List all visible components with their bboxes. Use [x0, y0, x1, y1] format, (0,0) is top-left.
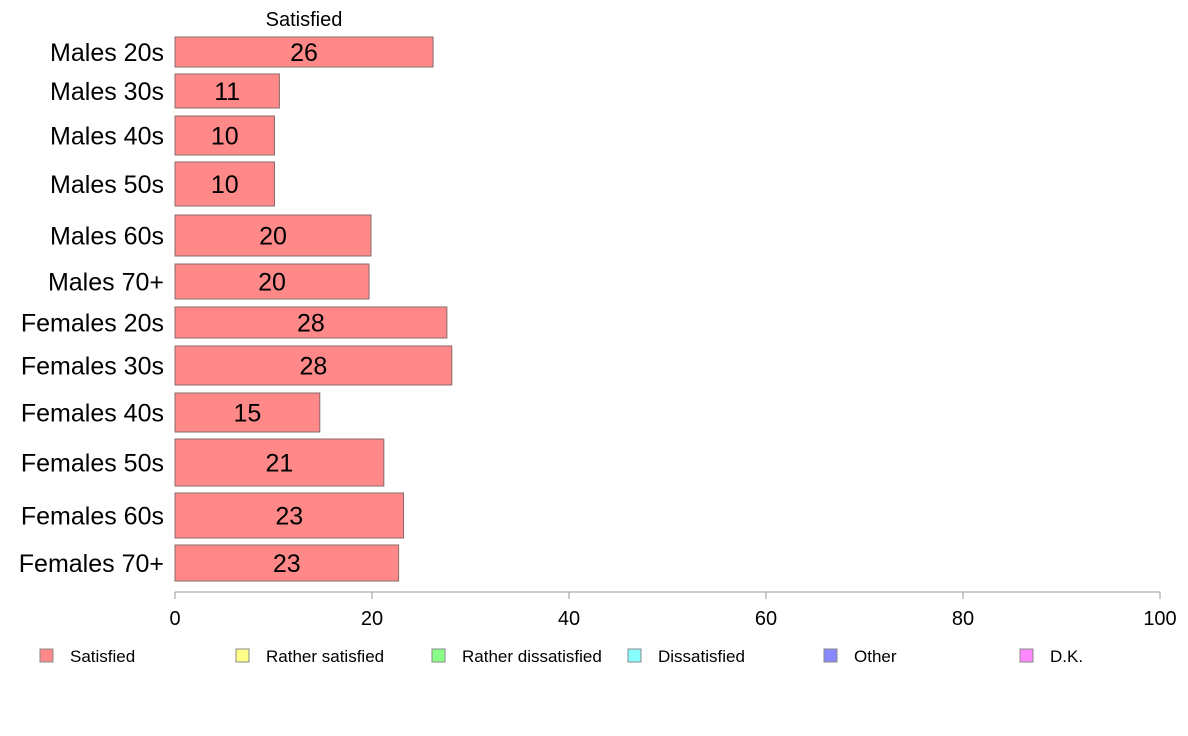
category-label: Females 50s	[21, 450, 164, 478]
legend-swatch	[627, 648, 642, 663]
category-label: Females 70+	[19, 550, 164, 578]
category-label: Females 40s	[21, 400, 164, 428]
x-axis: 0 20 40 60 80 100	[169, 591, 1177, 630]
bar	[174, 115, 275, 156]
legend-swatch	[39, 648, 54, 663]
bar-value-label: 28	[299, 353, 327, 381]
bar-value-label: 23	[275, 503, 303, 531]
x-tick-label: 40	[558, 608, 580, 630]
x-tick-label: 60	[755, 608, 777, 630]
bar	[174, 544, 400, 582]
legend-swatch	[431, 648, 446, 663]
category-label: Males 20s	[50, 39, 164, 67]
legend-swatch	[823, 648, 838, 663]
category-label: Females 30s	[21, 353, 164, 381]
x-tick-label: 20	[361, 608, 383, 630]
category-label: Males 50s	[50, 171, 164, 199]
legend-label: Other	[854, 647, 897, 666]
category-label: Females 20s	[21, 310, 164, 338]
bar-value-label: 20	[258, 269, 286, 297]
bar-value-label: 28	[297, 310, 325, 338]
bar	[174, 73, 280, 109]
legend-label: Satisfied	[70, 647, 135, 666]
legend-label: Rather dissatisfied	[462, 647, 602, 666]
category-label: Males 60s	[50, 223, 164, 251]
bar-value-label: 26	[290, 39, 318, 67]
bar	[174, 492, 405, 539]
bar	[174, 438, 385, 487]
bar-value-label: 20	[259, 223, 287, 251]
x-tick-label: 80	[952, 608, 974, 630]
bar-value-label: 10	[211, 171, 239, 199]
legend-label: Dissatisfied	[658, 647, 745, 666]
series-title: Satisfied	[266, 9, 343, 31]
bar-value-label: 21	[266, 450, 294, 478]
bar	[174, 392, 321, 433]
x-tick-label: 0	[169, 608, 180, 630]
category-label: Males 40s	[50, 123, 164, 151]
bar	[174, 345, 453, 386]
bar	[174, 214, 372, 257]
category-label: Males 70+	[48, 269, 164, 297]
bar-value-label: 23	[273, 550, 301, 578]
bar	[174, 161, 275, 207]
bar-value-label: 10	[211, 123, 239, 151]
legend-swatch	[235, 648, 250, 663]
legend-swatch	[1019, 648, 1034, 663]
category-label: Males 30s	[50, 78, 164, 106]
legend: Satisfied Rather satisfied Rather dissatis…	[39, 647, 1083, 666]
bar	[174, 263, 370, 300]
bar	[174, 36, 434, 68]
bars-group: Males 20s 26 Males 30s 11 Males 40s 10 Males 5…	[19, 36, 453, 582]
x-tick-label: 100	[1143, 608, 1176, 630]
bar	[174, 306, 448, 339]
bar-value-label: 15	[233, 400, 261, 428]
category-label: Females 60s	[21, 503, 164, 531]
legend-label: D.K.	[1050, 647, 1083, 666]
legend-label: Rather satisfied	[266, 647, 384, 666]
bar-value-label: 11	[214, 78, 240, 106]
